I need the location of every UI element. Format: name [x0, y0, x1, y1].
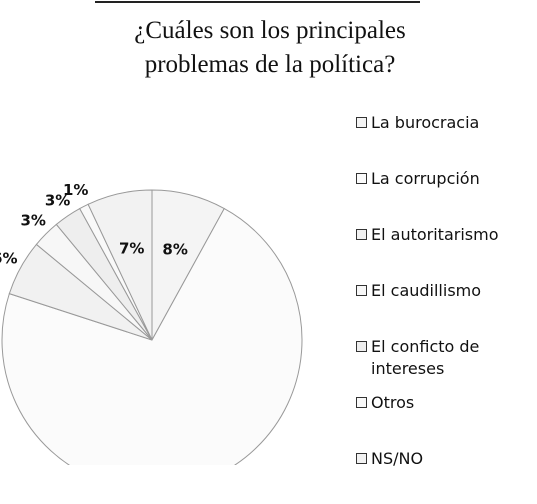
legend-item: La corrupción	[356, 168, 536, 224]
page: 8%72%6%3%3%1%7% ¿Cuáles son los principa…	[0, 1, 499, 468]
pie-slice	[1, 207, 303, 465]
chart: 8%72%6%3%3%1%7%	[0, 1, 420, 465]
legend-item: El caudillismo	[356, 280, 536, 336]
legend: La burocracia La corrupción El autoritaris…	[356, 112, 536, 504]
legend-swatch	[356, 285, 367, 296]
legend-label: El conficto de intereses	[371, 337, 480, 378]
legend-swatch	[356, 341, 367, 352]
legend-label: La burocracia	[371, 113, 480, 132]
data-label: 1%	[63, 181, 88, 199]
legend-label: Otros	[371, 393, 415, 412]
legend-label: NS/NO	[371, 449, 424, 468]
legend-item: El conficto de intereses	[356, 336, 536, 392]
data-label: 8%	[162, 240, 187, 258]
legend-swatch	[356, 117, 367, 128]
legend-item: La burocracia	[356, 112, 536, 168]
legend-label: El autoritarismo	[371, 225, 499, 244]
data-label: 6%	[0, 250, 18, 268]
legend-swatch	[356, 173, 367, 184]
chart-title: ¿Cuáles son los principales problemas de…	[134, 17, 406, 78]
pie-slice	[87, 189, 153, 341]
data-label: 3%	[20, 212, 45, 230]
legend-item: NS/NO	[356, 448, 536, 504]
legend-swatch	[356, 453, 367, 464]
legend-label: El caudillismo	[371, 281, 482, 300]
legend-swatch	[356, 397, 367, 408]
data-label: 3%	[45, 192, 70, 210]
data-label: 7%	[119, 240, 144, 258]
legend-swatch	[356, 229, 367, 240]
legend-item: Otros	[356, 392, 536, 448]
legend-item: El autoritarismo	[356, 224, 536, 280]
legend-label: La corrupción	[371, 169, 480, 188]
